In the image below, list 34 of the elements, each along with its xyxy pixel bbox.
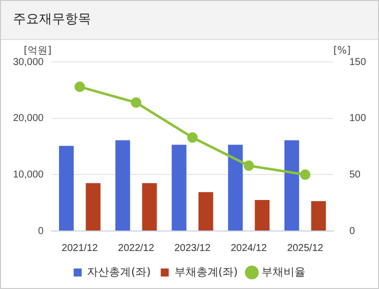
bar: [142, 183, 157, 230]
chart-title: 주요재무항목: [1, 1, 378, 40]
legend-label: 자산총계(좌): [87, 265, 151, 278]
y-tick-label: 30,000: [12, 56, 44, 68]
bar: [228, 144, 243, 230]
point: [130, 97, 142, 108]
point: [244, 160, 254, 171]
y-tick-label: 20,000: [12, 113, 44, 124]
y-axis-title: [억원]: [24, 46, 52, 57]
x-tick-label: 2023/12: [174, 242, 211, 254]
bar: [115, 140, 130, 230]
x-tick-label: 2021/12: [62, 242, 98, 254]
bar: [254, 200, 270, 230]
bar: [198, 192, 214, 230]
y2-tick-label: 100: [349, 113, 366, 124]
x-tick-label: 2025/12: [287, 242, 324, 254]
x-tick-label: 2022/12: [118, 242, 155, 254]
legend-label: 부채비율: [261, 265, 306, 278]
y-tick-label: 10,000: [12, 169, 44, 180]
y2-tick-label: 0: [349, 226, 356, 237]
y-tick-label: 0: [38, 226, 44, 237]
bar: [59, 146, 74, 230]
point: [187, 132, 198, 143]
bar: [86, 183, 100, 230]
x-tick-label: 2024/12: [230, 242, 268, 254]
legend-label: 부채총계(좌): [174, 265, 238, 278]
y2-tick-label: 50: [349, 169, 361, 180]
bar: [284, 140, 300, 230]
point: [300, 169, 310, 180]
bar: [172, 144, 186, 230]
point: [74, 82, 86, 92]
bar: [311, 201, 326, 230]
y2-axis-title: [%]: [333, 46, 351, 57]
y2-tick-label: 150: [349, 56, 366, 68]
